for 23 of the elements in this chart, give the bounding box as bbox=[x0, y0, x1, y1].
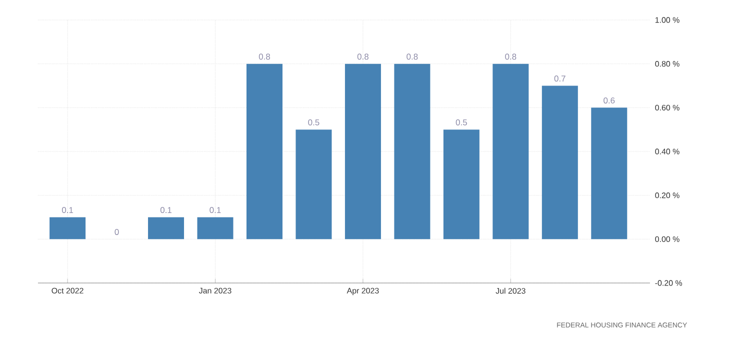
bar bbox=[148, 217, 184, 240]
bar bbox=[197, 217, 234, 240]
data-label: 0.1 bbox=[160, 207, 172, 214]
bar bbox=[492, 64, 529, 240]
data-label: 0.7 bbox=[554, 76, 566, 82]
data-label: 0.8 bbox=[258, 54, 270, 60]
data-label: 0.1 bbox=[210, 207, 221, 214]
bar bbox=[50, 217, 86, 240]
bar bbox=[591, 108, 628, 240]
data-label: 0.6 bbox=[604, 97, 615, 104]
data-label: 0.5 bbox=[308, 119, 320, 126]
data-label: 0 bbox=[114, 228, 119, 235]
data-label: 0.8 bbox=[406, 54, 418, 60]
data-label: 0.1 bbox=[62, 207, 74, 214]
data-label: 0.5 bbox=[456, 119, 467, 126]
data-label: 0.8 bbox=[357, 54, 368, 60]
bar bbox=[246, 64, 282, 240]
data-label: 0.8 bbox=[505, 54, 516, 60]
bar bbox=[443, 130, 480, 240]
bar bbox=[542, 86, 578, 240]
bar bbox=[394, 64, 430, 240]
bar bbox=[296, 130, 332, 240]
bar bbox=[344, 64, 381, 240]
